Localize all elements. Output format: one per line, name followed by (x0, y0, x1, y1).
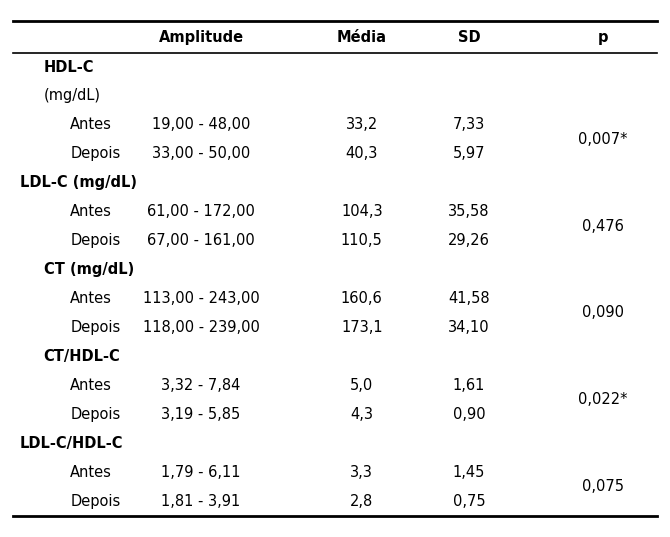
Text: Depois: Depois (70, 494, 121, 509)
Text: LDL-C/HDL-C: LDL-C/HDL-C (20, 436, 123, 451)
Text: 110,5: 110,5 (341, 233, 383, 248)
Text: Antes: Antes (70, 204, 112, 219)
Text: 173,1: 173,1 (341, 320, 383, 335)
Text: Média: Média (337, 30, 387, 45)
Text: CT/HDL-C: CT/HDL-C (44, 349, 121, 364)
Text: 3,3: 3,3 (350, 465, 373, 480)
Text: 104,3: 104,3 (341, 204, 383, 219)
Text: 1,61: 1,61 (453, 378, 485, 393)
Text: 5,97: 5,97 (453, 146, 485, 161)
Text: Antes: Antes (70, 291, 112, 306)
Text: 35,58: 35,58 (448, 204, 490, 219)
Text: 0,007*: 0,007* (578, 132, 628, 147)
Text: 0,075: 0,075 (582, 479, 624, 494)
Text: Antes: Antes (70, 118, 112, 133)
Text: 160,6: 160,6 (341, 291, 383, 306)
Text: Depois: Depois (70, 320, 121, 335)
Text: (mg/dL): (mg/dL) (44, 89, 100, 104)
Text: CT (mg/dL): CT (mg/dL) (44, 262, 134, 277)
Text: 40,3: 40,3 (346, 146, 378, 161)
Text: Amplitude: Amplitude (158, 30, 244, 45)
Text: 2,8: 2,8 (350, 494, 373, 509)
Text: 0,090: 0,090 (582, 306, 624, 321)
Text: LDL-C (mg/dL): LDL-C (mg/dL) (20, 175, 137, 190)
Text: 41,58: 41,58 (448, 291, 490, 306)
Text: SD: SD (458, 30, 480, 45)
Text: 7,33: 7,33 (453, 118, 485, 133)
Text: Depois: Depois (70, 407, 121, 422)
Text: 113,00 - 243,00: 113,00 - 243,00 (143, 291, 259, 306)
Text: 118,00 - 239,00: 118,00 - 239,00 (143, 320, 259, 335)
Text: Antes: Antes (70, 465, 112, 480)
Text: Depois: Depois (70, 146, 121, 161)
Text: 29,26: 29,26 (448, 233, 490, 248)
Text: 0,90: 0,90 (453, 407, 485, 422)
Text: 0,476: 0,476 (582, 219, 624, 234)
Text: Depois: Depois (70, 233, 121, 248)
Text: 33,2: 33,2 (346, 118, 378, 133)
Text: 61,00 - 172,00: 61,00 - 172,00 (147, 204, 255, 219)
Text: 0,022*: 0,022* (578, 392, 628, 407)
Text: 3,32 - 7,84: 3,32 - 7,84 (161, 378, 241, 393)
Text: 1,45: 1,45 (453, 465, 485, 480)
Text: 5,0: 5,0 (350, 378, 373, 393)
Text: 3,19 - 5,85: 3,19 - 5,85 (161, 407, 241, 422)
Text: 4,3: 4,3 (350, 407, 373, 422)
Text: 34,10: 34,10 (448, 320, 490, 335)
Text: 0,75: 0,75 (453, 494, 485, 509)
Text: p: p (598, 30, 608, 45)
Text: Antes: Antes (70, 378, 112, 393)
Text: 67,00 - 161,00: 67,00 - 161,00 (147, 233, 255, 248)
Text: 19,00 - 48,00: 19,00 - 48,00 (152, 118, 250, 133)
Text: 33,00 - 50,00: 33,00 - 50,00 (152, 146, 250, 161)
Text: HDL-C: HDL-C (44, 60, 94, 75)
Text: 1,79 - 6,11: 1,79 - 6,11 (161, 465, 241, 480)
Text: 1,81 - 3,91: 1,81 - 3,91 (161, 494, 241, 509)
